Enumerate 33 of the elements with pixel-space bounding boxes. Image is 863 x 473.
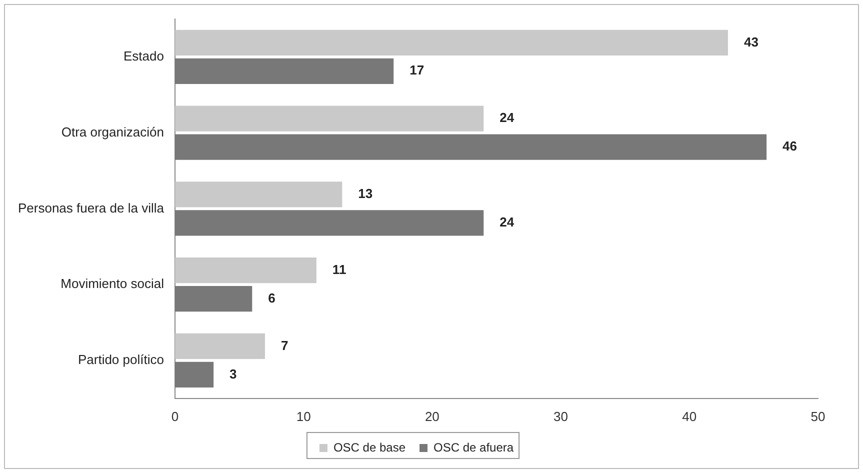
- data-label: 13: [358, 186, 373, 202]
- legend-label: OSC de afuera: [434, 440, 514, 454]
- data-label: 17: [410, 62, 424, 78]
- bar: [174, 333, 265, 360]
- y-tick-label: Personas fuera de la villa: [18, 200, 165, 216]
- x-tick-label: 10: [296, 408, 311, 424]
- y-tick-label: Movimiento social: [60, 276, 164, 292]
- bar: [174, 106, 484, 132]
- data-label: 3: [230, 366, 237, 382]
- y-tick-label: Otra organización: [61, 124, 164, 140]
- data-label: 6: [268, 290, 276, 306]
- x-tick-label: 30: [554, 408, 568, 424]
- bar: [174, 134, 767, 160]
- data-label: 43: [744, 34, 758, 50]
- bar: [174, 258, 316, 284]
- data-label: 24: [500, 110, 515, 126]
- x-tick-label: 50: [810, 408, 826, 424]
- data-label: 11: [332, 262, 346, 277]
- data-label: 46: [782, 138, 798, 154]
- data-label: 7: [280, 338, 288, 353]
- x-tick-label: 0: [171, 408, 179, 424]
- bar: [174, 182, 342, 208]
- bar: [174, 362, 214, 388]
- legend-label: OSC de base: [333, 440, 406, 454]
- bar: [174, 58, 394, 84]
- x-tick-label: 20: [424, 408, 440, 424]
- bar: [174, 30, 728, 56]
- data-label: 24: [500, 214, 515, 230]
- bar: [174, 210, 484, 236]
- x-tick-label: 40: [682, 408, 697, 424]
- y-tick-label: Estado: [123, 48, 164, 64]
- bar: [174, 286, 252, 312]
- y-tick-label: Partido político: [78, 352, 164, 368]
